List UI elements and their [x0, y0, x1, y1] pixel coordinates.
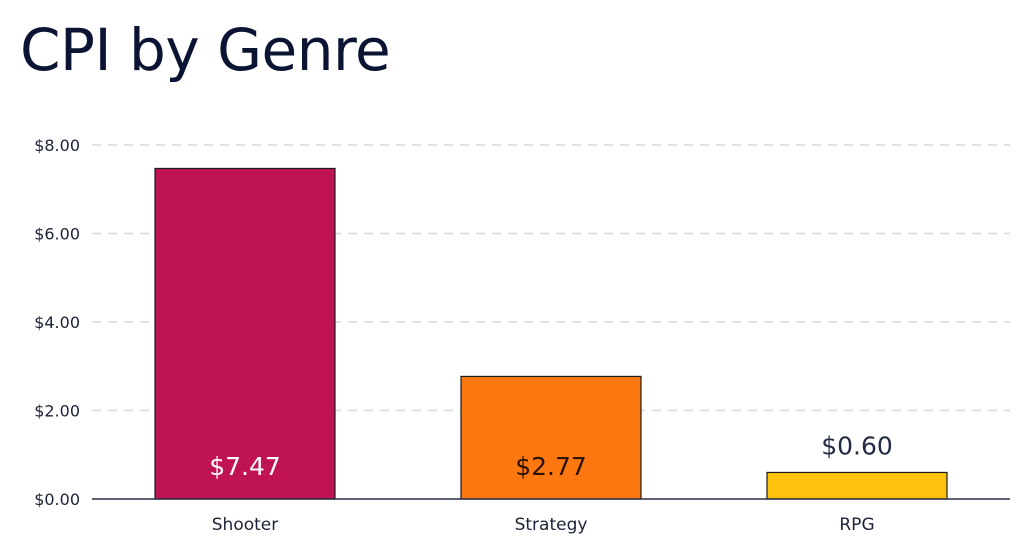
y-tick-label: $0.00	[34, 490, 80, 509]
chart-title: CPI by Genre	[20, 16, 391, 84]
data-label-rpg: $0.60	[821, 431, 893, 460]
bar-rpg	[766, 471, 948, 500]
data-label-strategy: $2.77	[515, 452, 587, 481]
y-tick-label: $8.00	[34, 136, 80, 155]
bar-shooter	[154, 167, 336, 500]
x-tick-label: Shooter	[212, 515, 278, 535]
x-tick-label: RPG	[839, 515, 874, 535]
y-tick-label: $6.00	[34, 225, 80, 244]
data-label-shooter: $7.47	[209, 452, 281, 481]
x-tick-label: Strategy	[515, 515, 588, 535]
y-axis-ticks: $0.00 $2.00 $4.00 $6.00 $8.00	[34, 136, 80, 509]
bars: $7.47 $2.77 $0.60	[154, 167, 948, 500]
bar-strategy	[460, 375, 642, 500]
y-tick-label: $4.00	[34, 313, 80, 332]
x-axis-ticks: Shooter Strategy RPG	[212, 515, 875, 535]
y-tick-label: $2.00	[34, 402, 80, 421]
